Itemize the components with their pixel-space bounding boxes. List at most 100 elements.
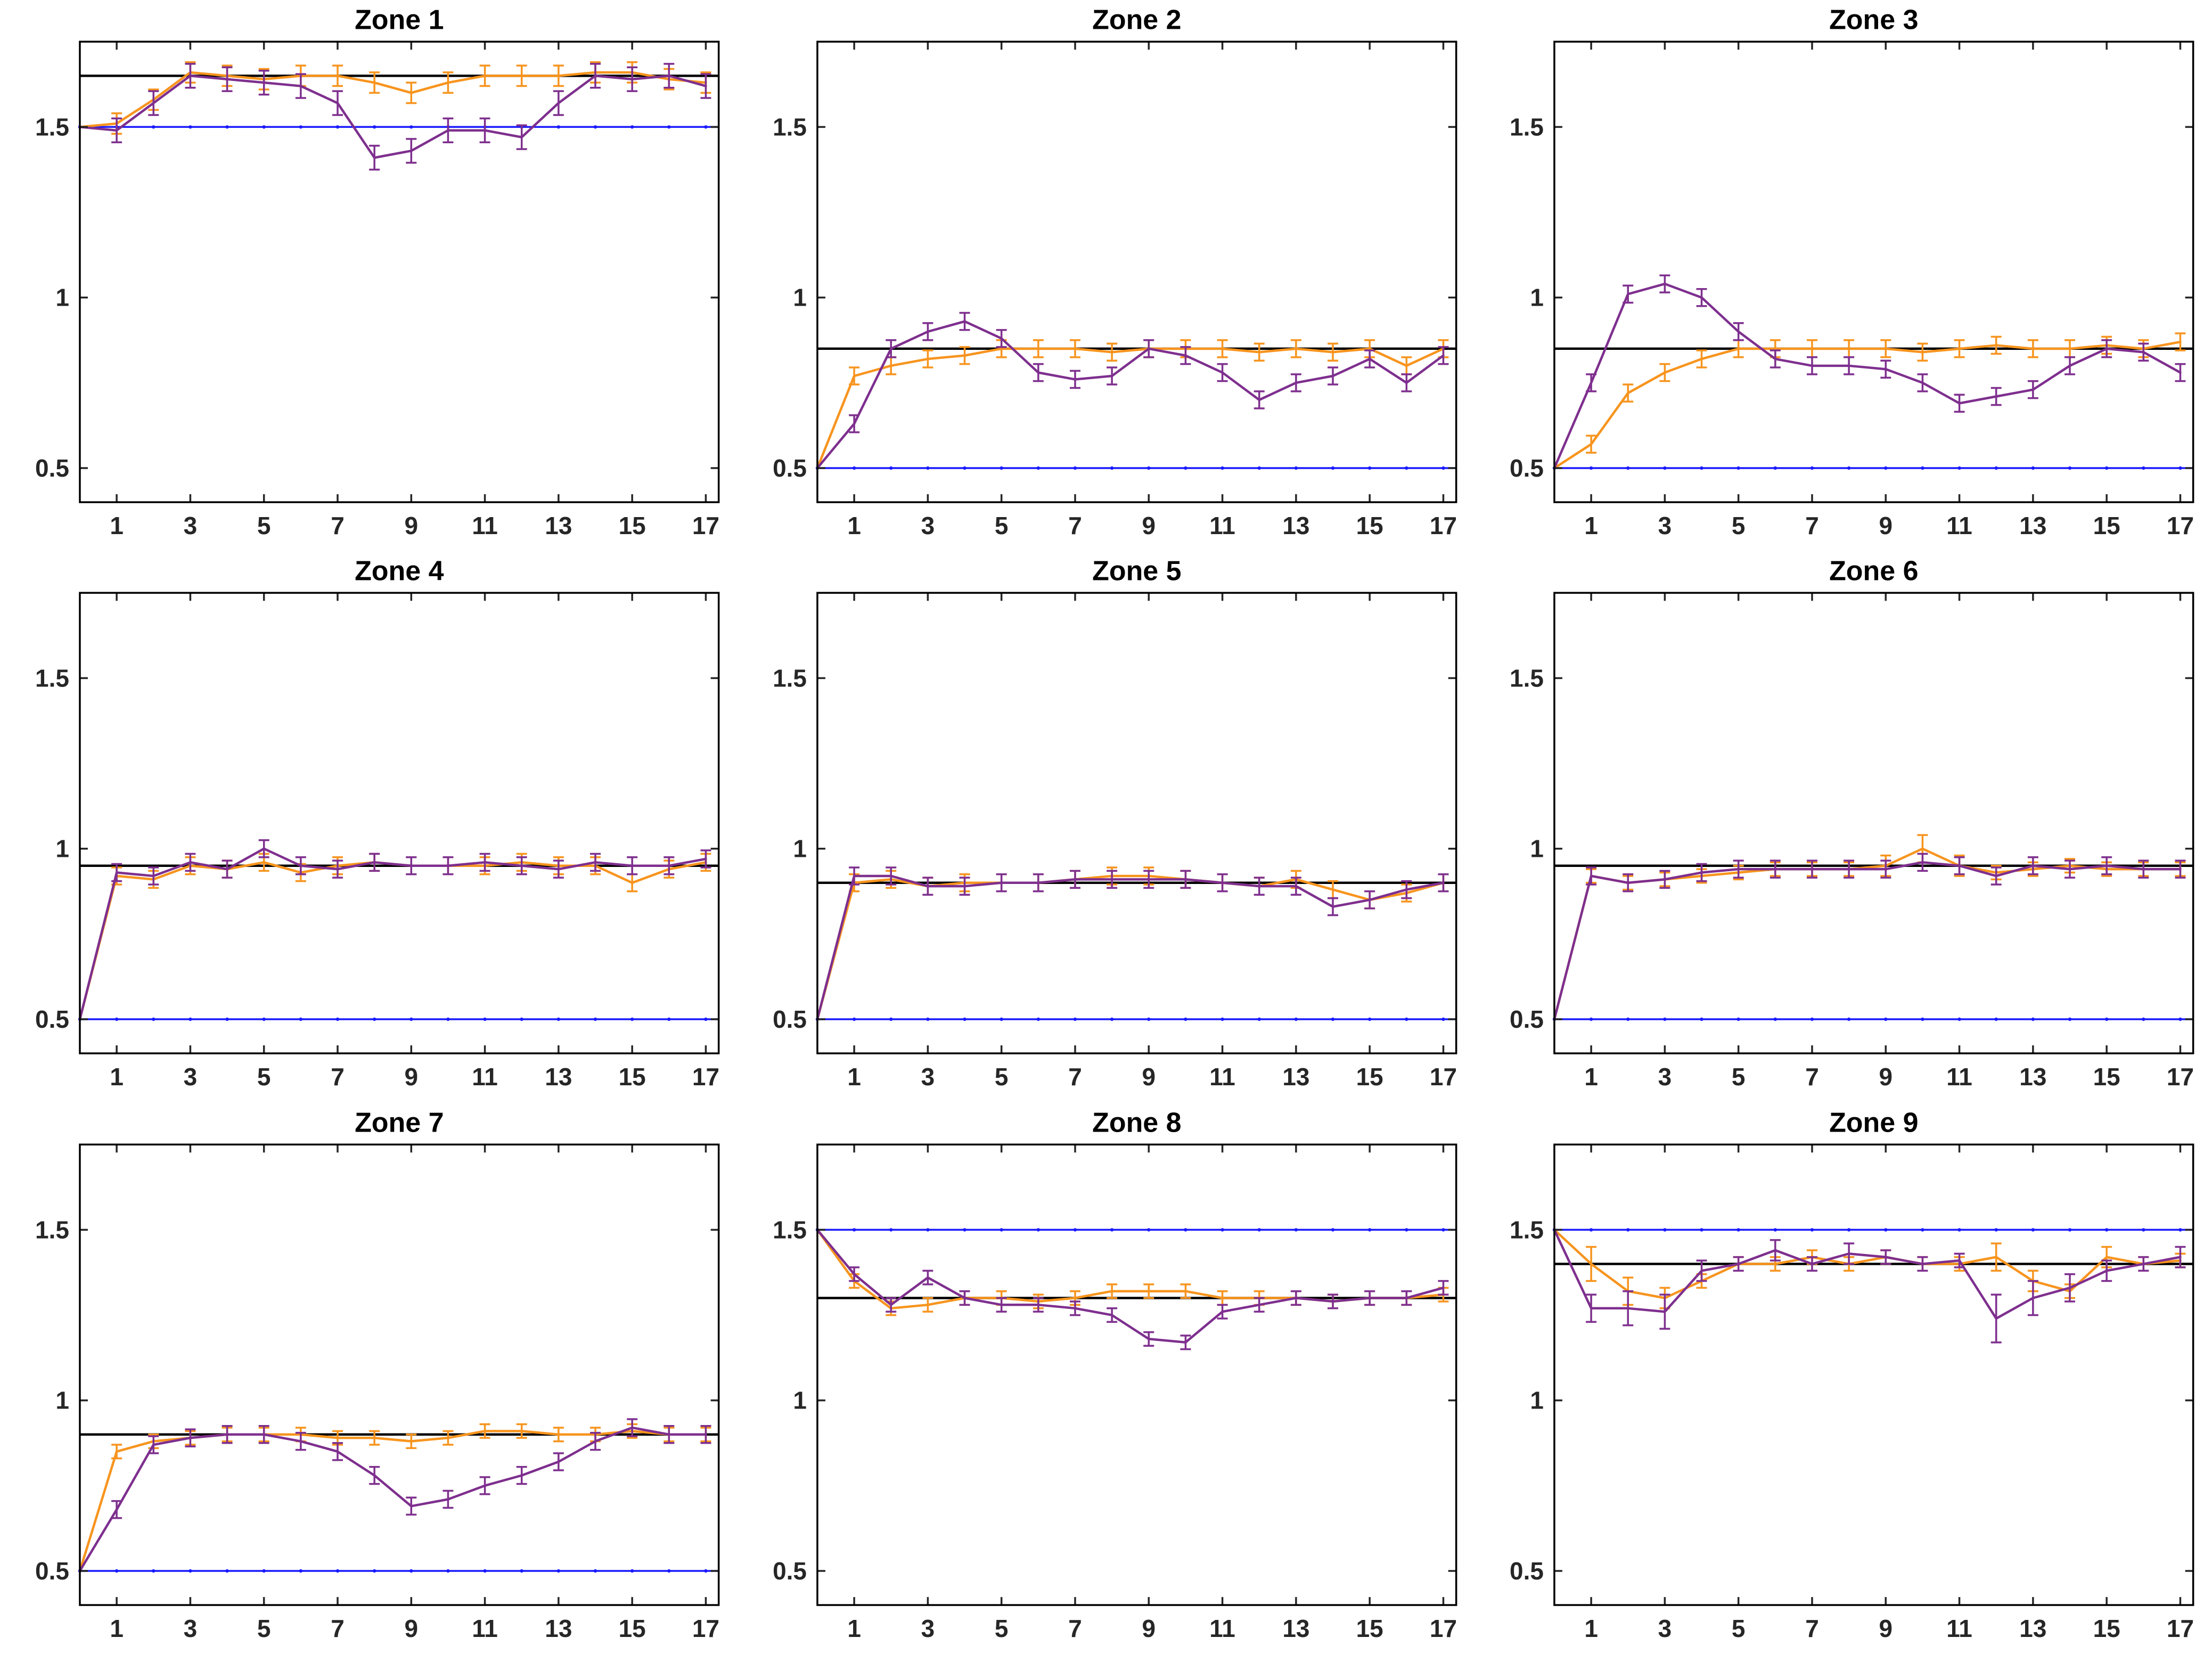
- blue-reference-marker: [152, 1569, 155, 1573]
- blue-reference-marker: [556, 125, 561, 129]
- x-tick-label: 15: [2093, 1615, 2120, 1642]
- blue-reference-marker: [1257, 466, 1261, 470]
- blue-reference-marker: [2105, 1227, 2109, 1232]
- blue-reference-marker: [114, 1569, 119, 1573]
- x-tick-label: 9: [1142, 1063, 1156, 1091]
- x-tick-label: 3: [921, 1063, 935, 1091]
- x-tick-label: 1: [110, 512, 124, 539]
- chart-title: Zone 2: [1092, 4, 1181, 35]
- blue-reference-marker: [1847, 466, 1851, 470]
- blue-reference-marker: [1884, 1227, 1888, 1232]
- blue-reference-marker: [262, 125, 266, 129]
- x-tick-label: 7: [1068, 1615, 1082, 1642]
- x-tick-label: 15: [2093, 512, 2120, 539]
- x-tick-label: 13: [545, 1063, 572, 1091]
- blue-reference-marker: [1183, 1227, 1187, 1232]
- blue-reference-marker: [593, 1018, 597, 1021]
- chart-title: Zone 8: [1092, 1107, 1181, 1138]
- x-tick-label: 13: [545, 1615, 572, 1642]
- chart-cell: Zone 6 1 3 5 7 9 11 13 15 17 0.5 1 1.5: [1474, 551, 2212, 1102]
- blue-reference-marker: [446, 1569, 450, 1573]
- blue-reference-marker: [1736, 1227, 1741, 1232]
- blue-reference-marker: [1957, 466, 1962, 470]
- blue-reference-marker: [1957, 1227, 1962, 1232]
- y-tick-label: 1: [55, 284, 69, 312]
- blue-reference-marker: [1590, 466, 1593, 470]
- blue-reference-marker: [1810, 1227, 1814, 1232]
- blue-reference-marker: [1331, 1227, 1334, 1232]
- x-tick-label: 9: [404, 512, 418, 539]
- blue-reference-marker: [409, 1569, 413, 1573]
- chart-zone-5: Zone 51 3 5 7 9 11 13 15 170.511.5: [773, 556, 1457, 1091]
- blue-reference-marker: [1073, 1018, 1077, 1021]
- series-purple: [816, 1228, 1445, 1344]
- blue-reference-marker: [2068, 466, 2072, 470]
- blue-reference-marker: [667, 1018, 671, 1021]
- series-purple: [816, 320, 1445, 470]
- blue-reference-marker: [2142, 1018, 2145, 1021]
- blue-reference-marker: [1441, 1227, 1445, 1232]
- blue-reference-marker: [1994, 1018, 1998, 1021]
- blue-reference-marker: [1000, 1227, 1003, 1232]
- blue-reference-marker: [446, 1018, 450, 1021]
- x-tick-label: 7: [331, 1063, 345, 1091]
- blue-reference-marker: [889, 1018, 893, 1021]
- x-tick-label: 7: [331, 512, 345, 539]
- blue-reference-marker: [1294, 1018, 1298, 1021]
- series-purple: [78, 1426, 707, 1572]
- y-tick-label: 1: [793, 835, 807, 863]
- series-orange: [78, 71, 707, 128]
- blue-reference-marker: [704, 1018, 708, 1021]
- x-tick-label: 9: [1879, 1063, 1893, 1091]
- blue-reference-marker: [299, 1569, 303, 1573]
- blue-reference-marker: [630, 125, 634, 129]
- blue-reference-marker: [2178, 466, 2182, 470]
- x-tick-label: 1: [847, 1615, 861, 1642]
- x-tick-label: 9: [1142, 512, 1156, 539]
- blue-reference-marker: [1073, 466, 1077, 470]
- axes-box: [1553, 1143, 2194, 1606]
- chart-title: Zone 1: [355, 4, 444, 35]
- blue-reference-marker: [852, 1018, 856, 1021]
- x-tick-label: 1: [110, 1063, 124, 1091]
- blue-reference-marker: [1073, 1227, 1077, 1232]
- blue-reference-marker: [593, 1569, 597, 1573]
- blue-reference-marker: [1994, 466, 1998, 470]
- x-tick-label: 5: [257, 1063, 271, 1091]
- x-tick-label: 3: [1658, 1063, 1672, 1091]
- blue-reference-marker: [1921, 1018, 1924, 1021]
- blue-reference-marker: [1590, 1018, 1593, 1021]
- x-tick-label: 13: [1282, 512, 1309, 539]
- blue-reference-marker: [1773, 1018, 1777, 1021]
- y-tick-label: 1.5: [35, 113, 69, 141]
- y-tick-label: 1.5: [1510, 113, 1544, 141]
- blue-reference-marker: [925, 1227, 930, 1232]
- x-tick-label: 13: [545, 512, 572, 539]
- blue-reference-marker: [1626, 1227, 1630, 1232]
- blue-reference-marker: [152, 1018, 155, 1021]
- axes-box: [79, 40, 720, 503]
- blue-reference-marker: [963, 466, 966, 470]
- blue-reference-marker: [630, 1569, 634, 1573]
- blue-reference-marker: [963, 1018, 966, 1021]
- blue-reference-marker: [189, 1569, 192, 1573]
- x-tick-label: 17: [692, 512, 719, 539]
- blue-reference-marker: [335, 1569, 340, 1573]
- y-tick-label: 1.5: [1510, 1216, 1544, 1243]
- blue-reference-marker: [1700, 1018, 1704, 1021]
- blue-reference-marker: [1257, 1018, 1261, 1021]
- y-tick-label: 1: [1530, 1386, 1544, 1414]
- blue-reference-marker: [2105, 466, 2109, 470]
- chart-zone-1: Zone 11 3 5 7 9 11 13 15 170.511.5: [35, 4, 720, 539]
- blue-reference-marker: [1921, 1227, 1924, 1232]
- x-tick-label: 11: [1209, 512, 1235, 539]
- x-tick-label: 5: [1732, 1063, 1746, 1091]
- blue-reference-marker: [1367, 1018, 1372, 1021]
- x-tick-label: 11: [472, 1063, 498, 1091]
- chart-cell: Zone 9 1 3 5 7 9 11 13 15 17 0.5 1 1.5: [1474, 1103, 2212, 1654]
- blue-reference-marker: [1884, 1018, 1888, 1021]
- blue-reference-marker: [1994, 1227, 1998, 1232]
- x-tick-label: 5: [995, 1615, 1009, 1642]
- blue-reference-marker: [372, 1018, 376, 1021]
- chart-cell: Zone 1 1 3 5 7 9 11 13 15 17 0.5 1 1.5: [0, 0, 738, 551]
